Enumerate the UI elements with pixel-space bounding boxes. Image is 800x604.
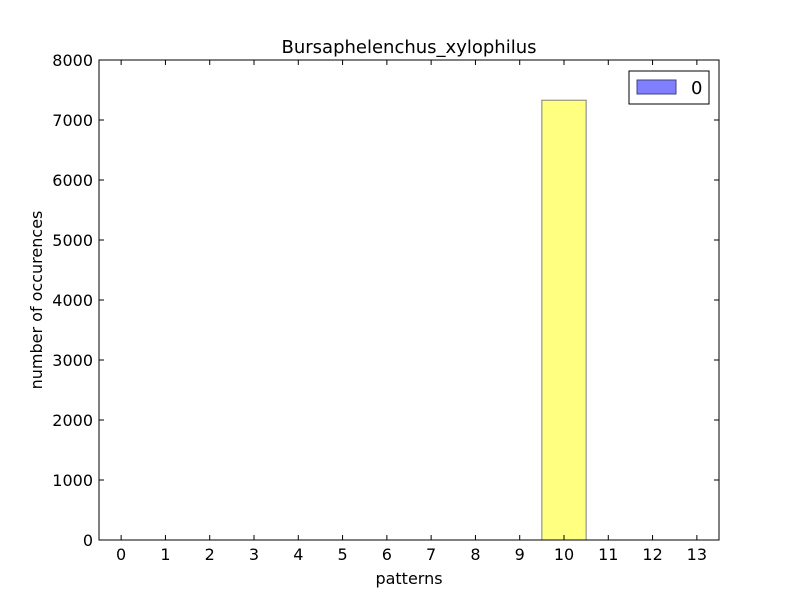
- y-tick-label: 2000: [52, 411, 93, 430]
- y-tick-label: 3000: [52, 351, 93, 370]
- x-axis-label: patterns: [375, 569, 442, 588]
- x-tick-label: 0: [116, 545, 126, 564]
- x-tick-label: 4: [293, 545, 303, 564]
- plot-frame: [98, 59, 720, 541]
- legend: 0: [628, 70, 710, 105]
- y-tick-label: 1000: [52, 471, 93, 490]
- x-tick-label: 11: [598, 545, 618, 564]
- x-axis-ticks: 0 1 2 3 4 5 6 7 8 9 10 11 12 13: [116, 60, 707, 564]
- y-tick-label: 4000: [52, 291, 93, 310]
- x-tick-label: 7: [426, 545, 436, 564]
- bar-10: [541, 99, 587, 541]
- y-tick-label: 7000: [52, 111, 93, 130]
- x-tick-label: 13: [687, 545, 707, 564]
- bars-group: [541, 99, 587, 541]
- x-tick-label: 10: [554, 545, 574, 564]
- y-axis-label: number of occurences: [27, 211, 46, 390]
- x-tick-label: 1: [160, 545, 170, 564]
- legend-swatch: [636, 79, 677, 95]
- x-tick-label: 3: [249, 545, 259, 564]
- x-tick-label: 5: [337, 545, 347, 564]
- x-tick-label: 6: [382, 545, 392, 564]
- y-tick-label: 8000: [52, 51, 93, 70]
- y-tick-label: 0: [83, 531, 93, 550]
- y-tick-label: 5000: [52, 231, 93, 250]
- x-tick-label: 9: [515, 545, 525, 564]
- x-tick-label: 8: [470, 545, 480, 564]
- x-tick-label: 2: [205, 545, 215, 564]
- y-tick-label: 6000: [52, 171, 93, 190]
- legend-label: 0: [691, 78, 702, 99]
- chart-title: Bursaphelenchus_xylophilus: [282, 37, 537, 58]
- x-tick-label: 12: [642, 545, 662, 564]
- y-axis-ticks: 0 1000 2000 3000 4000 5000 6000 7000 8000: [52, 51, 719, 550]
